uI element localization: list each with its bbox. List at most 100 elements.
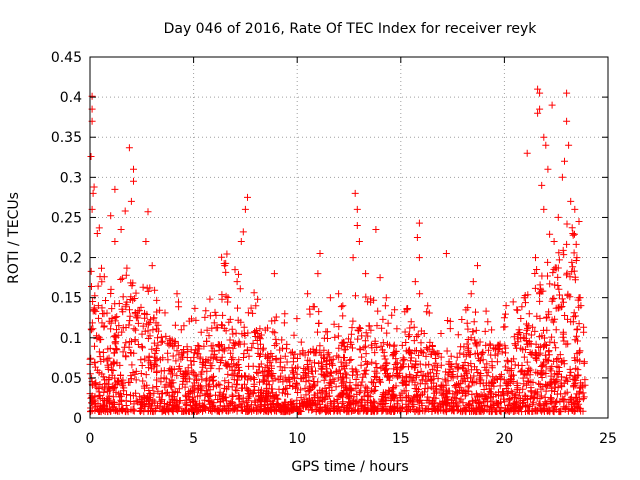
data-point	[142, 371, 150, 379]
data-point	[502, 349, 509, 357]
data-point	[283, 358, 291, 366]
data-point	[555, 285, 563, 293]
data-point	[446, 405, 454, 413]
data-point	[372, 383, 380, 390]
data-point	[168, 393, 176, 401]
data-point	[525, 367, 533, 375]
data-point	[141, 327, 149, 335]
data-point	[463, 404, 471, 411]
data-point	[300, 395, 308, 403]
data-point	[210, 372, 217, 380]
data-point	[398, 341, 406, 349]
data-point	[206, 295, 214, 303]
data-point	[470, 372, 478, 380]
data-point	[545, 407, 553, 415]
data-point	[499, 390, 507, 398]
data-point	[265, 367, 273, 374]
data-point	[437, 330, 445, 337]
data-point	[90, 183, 98, 191]
data-point	[454, 331, 462, 339]
data-point	[403, 408, 410, 415]
data-point	[104, 365, 112, 373]
data-point	[398, 396, 406, 404]
data-point	[245, 362, 253, 370]
data-point	[180, 322, 188, 330]
data-point	[362, 293, 370, 301]
data-point	[335, 323, 343, 331]
data-point	[442, 408, 450, 416]
data-point	[157, 333, 165, 341]
data-point	[191, 408, 198, 415]
data-point	[98, 304, 106, 312]
data-point	[354, 335, 362, 343]
data-point	[577, 302, 585, 310]
data-point	[415, 219, 423, 227]
data-point	[576, 384, 584, 392]
data-point	[352, 366, 360, 374]
data-point	[564, 290, 572, 298]
data-point	[417, 327, 425, 335]
data-point	[87, 394, 95, 402]
data-point	[251, 386, 259, 394]
data-point	[406, 324, 414, 332]
data-point	[500, 323, 508, 331]
data-point	[486, 341, 494, 349]
data-point	[551, 403, 559, 410]
data-point	[228, 356, 235, 363]
data-point	[347, 407, 355, 415]
data-point	[306, 305, 314, 313]
x-tick-label: 10	[288, 431, 306, 447]
data-point	[233, 387, 241, 395]
data-point	[522, 299, 529, 307]
data-point	[191, 371, 199, 379]
data-point	[549, 269, 557, 277]
data-point	[430, 402, 438, 410]
data-point	[476, 338, 484, 346]
data-point	[536, 297, 544, 305]
data-point	[349, 254, 357, 262]
data-point	[237, 406, 245, 414]
data-point	[327, 400, 335, 408]
data-point	[203, 337, 211, 345]
x-axis-label: GPS time / hours	[291, 459, 408, 475]
data-point	[95, 348, 103, 356]
data-point	[328, 386, 336, 394]
data-point	[222, 292, 230, 300]
data-point	[390, 365, 398, 373]
data-point	[457, 343, 465, 351]
data-point	[576, 357, 584, 365]
data-point	[390, 341, 398, 349]
data-point	[289, 348, 296, 356]
data-point	[353, 390, 361, 398]
data-point	[544, 165, 552, 173]
data-point	[563, 220, 571, 228]
data-point	[475, 407, 483, 415]
data-point	[209, 377, 217, 385]
data-point	[353, 371, 361, 379]
data-point	[550, 407, 558, 415]
data-point	[257, 331, 265, 339]
data-point	[93, 230, 101, 237]
y-tick-label: 0.2	[60, 251, 82, 267]
data-point	[241, 403, 248, 411]
data-point	[573, 326, 581, 334]
data-point	[264, 354, 271, 362]
data-point	[373, 364, 381, 371]
data-point	[173, 290, 181, 298]
data-point	[126, 338, 134, 346]
data-point	[388, 311, 396, 319]
data-point	[492, 374, 500, 382]
data-point	[259, 378, 267, 386]
data-point	[141, 355, 149, 363]
data-point	[555, 303, 563, 311]
data-point	[245, 352, 253, 360]
data-point	[393, 364, 401, 372]
data-point	[413, 373, 420, 381]
data-point	[382, 370, 389, 378]
data-point	[418, 348, 426, 356]
data-point	[388, 388, 396, 396]
data-point	[571, 230, 578, 238]
data-point	[555, 256, 563, 264]
data-point	[109, 367, 117, 374]
data-point	[570, 267, 578, 275]
